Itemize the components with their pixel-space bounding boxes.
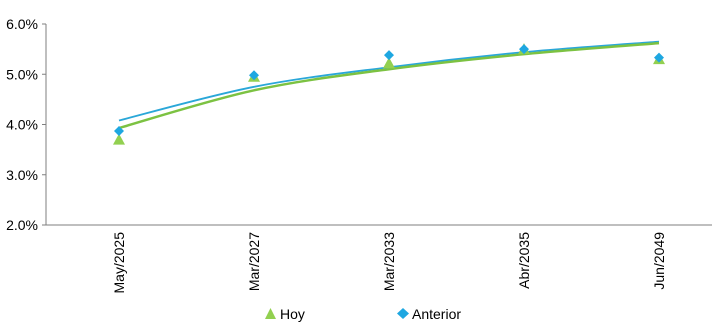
legend-item-hoy: Hoy — [265, 306, 305, 322]
x-tick-label: Mar/2033 — [381, 232, 397, 291]
data-point-anterior — [249, 70, 259, 81]
y-tick-label: 4.0% — [6, 117, 38, 133]
trendline-hoy — [118, 41, 660, 130]
y-tick-label: 3.0% — [6, 167, 38, 183]
data-points — [113, 43, 665, 145]
triangle-marker-icon — [265, 308, 276, 319]
y-tick-label: 5.0% — [6, 66, 38, 82]
legend: Hoy Anterior — [265, 306, 461, 322]
data-point-anterior — [519, 44, 529, 55]
y-tick-labels: 2.0% 3.0% 4.0% 5.0% 6.0% — [6, 16, 46, 233]
x-tick-labels: May/2025 Mar/2027 Mar/2033 Abr/2035 Jun/2049 — [111, 232, 667, 294]
diamond-marker-icon — [397, 308, 409, 319]
legend-item-anterior: Anterior — [397, 306, 461, 322]
data-point-anterior — [114, 126, 124, 137]
y-tick-label: 2.0% — [6, 217, 38, 233]
x-tick-label: Abr/2035 — [516, 232, 532, 289]
x-tick-label: May/2025 — [111, 232, 127, 294]
legend-label-anterior: Anterior — [412, 306, 461, 322]
x-tick-label: Jun/2049 — [651, 232, 667, 290]
x-tick-label: Mar/2027 — [246, 232, 262, 291]
data-point-hoy — [383, 57, 395, 69]
data-point-anterior — [654, 52, 664, 63]
y-tick-label: 6.0% — [6, 16, 38, 32]
data-point-anterior — [384, 50, 394, 61]
data-point-hoy — [113, 133, 125, 145]
legend-label-hoy: Hoy — [280, 306, 305, 322]
